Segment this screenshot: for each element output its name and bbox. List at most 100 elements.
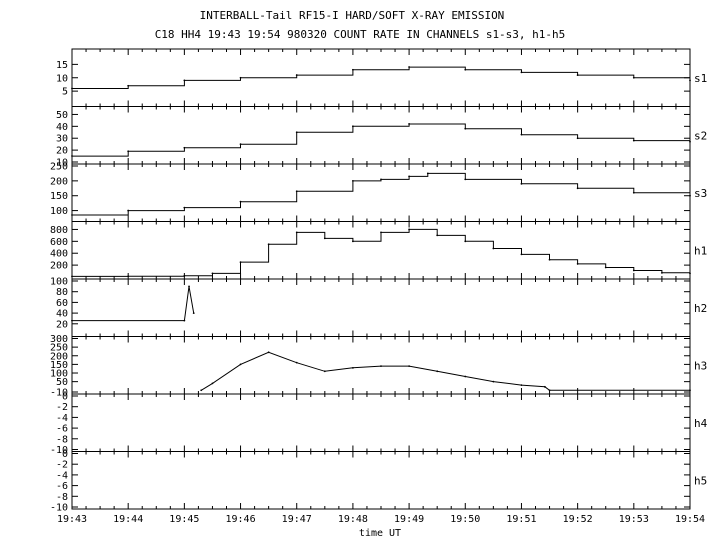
- data-point-s2: [576, 137, 579, 140]
- series-line-s1: [72, 66, 691, 89]
- ytick-label-h4: -2: [56, 402, 68, 413]
- data-point-h1: [436, 234, 439, 237]
- ytick-label-h4: -4: [56, 413, 68, 424]
- data-point-h1: [71, 275, 73, 278]
- data-point-h1: [127, 275, 130, 278]
- data-point-h2: [183, 319, 186, 322]
- xtick-label: 19:51: [506, 514, 536, 525]
- data-point-h1: [295, 231, 298, 234]
- data-point-s2: [464, 127, 467, 130]
- xtick-label: 19:50: [450, 514, 480, 525]
- data-point-s3: [127, 209, 130, 212]
- series-line-h2: [72, 286, 195, 322]
- data-point-h1: [632, 269, 635, 272]
- xtick-label: 19:52: [563, 514, 593, 525]
- xtick-label: 19:54: [675, 514, 705, 525]
- data-point-h1: [604, 266, 607, 269]
- data-point-h1: [492, 247, 495, 250]
- channel-panels: 51015s11020304050s2100150200250s32004006…: [50, 48, 708, 514]
- channel-label-s1: s1: [694, 72, 707, 85]
- xtick-label: 19:48: [338, 514, 368, 525]
- data-point-h1: [548, 258, 551, 261]
- data-point-s2: [352, 125, 354, 128]
- data-point-h2: [188, 285, 190, 288]
- time-axis: 19:43 19:44 19:45 19:46 19:47 19:48 19:49 19:50…: [57, 514, 705, 525]
- ytick-label-h2: 40: [56, 309, 68, 320]
- data-point-s1: [239, 76, 242, 79]
- ytick-label-h4: -8: [56, 434, 68, 445]
- data-point-h3: [408, 365, 410, 368]
- ytick-label-s2: 10: [56, 158, 68, 169]
- channel-label-h5: h5: [694, 474, 707, 487]
- ytick-label-s3: 150: [50, 191, 68, 202]
- ytick-label-h3: 150: [50, 360, 68, 371]
- ytick-label-h5: 0: [62, 449, 68, 460]
- channel-label-h1: h1: [694, 244, 707, 257]
- data-point-s2: [520, 133, 523, 136]
- ytick-label-s2: 30: [56, 134, 68, 145]
- data-point-s1: [352, 68, 354, 71]
- data-point-h3: [200, 389, 203, 392]
- series-line-s2: [72, 123, 691, 157]
- ytick-label-h2: 60: [56, 298, 68, 309]
- data-point-s3: [426, 172, 429, 175]
- ytick-label-s1: 10: [56, 73, 68, 84]
- data-point-h3: [436, 370, 439, 373]
- data-point-s3: [689, 194, 691, 197]
- data-point-s3: [71, 214, 73, 216]
- series-line-h3: [200, 351, 690, 391]
- data-point-h3: [520, 384, 523, 386]
- data-point-h1: [183, 274, 186, 277]
- ytick-label-h4: -10: [50, 445, 68, 456]
- x-axis-label: time UT: [359, 528, 401, 539]
- xtick-label: 19:47: [282, 514, 312, 525]
- ytick-label-s1: 5: [62, 87, 68, 98]
- ytick-label-s1: 15: [56, 60, 68, 71]
- ytick-label-h3: -10: [50, 388, 68, 399]
- panel-frame-h2: [71, 278, 691, 337]
- ytick-label-s3: 200: [50, 176, 68, 187]
- ytick-label-h3: 300: [50, 334, 68, 345]
- panel-frame-h5: [71, 451, 691, 510]
- ytick-label-h5: -10: [50, 503, 68, 514]
- data-point-h1: [211, 272, 214, 275]
- ytick-label-h3: 200: [50, 351, 68, 362]
- data-point-h3: [492, 380, 495, 383]
- data-point-s3: [464, 178, 467, 181]
- data-point-s1: [689, 79, 691, 82]
- data-point-s1: [576, 74, 579, 76]
- ytick-label-h1: 200: [50, 261, 68, 272]
- ytick-label-h5: -2: [56, 460, 68, 471]
- data-point-s1: [71, 87, 73, 90]
- data-point-s3: [239, 200, 242, 203]
- data-point-s2: [689, 140, 691, 143]
- panel-s3: 100 150 200 250 s3: [50, 162, 707, 222]
- ytick-label-s3: 100: [50, 206, 68, 217]
- data-point-h3: [267, 351, 270, 354]
- ytick-label-s2: 40: [56, 122, 68, 133]
- panel-h5: -10-8-6-4-20 h5: [50, 449, 707, 514]
- data-point-s2: [183, 146, 186, 149]
- chart-title: INTERBALL-Tail RF15-I HARD/SOFT X-RAY EM…: [200, 9, 505, 22]
- panel-frame-s1: [71, 48, 691, 107]
- data-point-h3: [352, 366, 354, 369]
- data-point-h1: [576, 263, 579, 265]
- channel-label-h4: h4: [694, 417, 708, 430]
- data-point-s1: [408, 66, 410, 68]
- ytick-label-h2: 20: [56, 319, 68, 330]
- data-point-s2: [71, 155, 73, 157]
- data-point-h3: [548, 389, 551, 392]
- ytick-label-s3: 250: [50, 162, 68, 173]
- data-point-h3: [323, 370, 326, 373]
- panel-frame-h1: [71, 221, 691, 280]
- data-point-s3: [380, 178, 382, 181]
- xtick-label: 19:45: [169, 514, 199, 525]
- data-point-s1: [183, 79, 186, 82]
- ytick-label-h3: 250: [50, 343, 68, 354]
- data-point-s1: [295, 74, 298, 76]
- panel-frame-s2: [71, 106, 691, 165]
- ytick-label-h4: -6: [56, 424, 68, 435]
- panel-s1: 5 10 15 s1: [56, 48, 707, 107]
- ytick-label-h3: 50: [56, 377, 68, 388]
